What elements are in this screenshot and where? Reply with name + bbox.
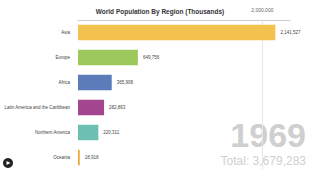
svg-text:2,000,000: 2,000,000 xyxy=(251,7,273,13)
svg-text:Oceania: Oceania xyxy=(53,155,70,160)
svg-text:World Population By Region (Th: World Population By Region (Thousands) xyxy=(96,8,224,16)
svg-text:220,311: 220,311 xyxy=(103,130,119,135)
svg-text:365,908: 365,908 xyxy=(117,80,134,85)
svg-text:1969: 1969 xyxy=(230,116,306,154)
svg-text:Africa: Africa xyxy=(58,80,70,85)
svg-text:649,756: 649,756 xyxy=(143,55,160,60)
svg-text:2,141,527: 2,141,527 xyxy=(280,30,301,35)
svg-text:Total: 3,679,283: Total: 3,679,283 xyxy=(221,154,307,168)
svg-text:Latin America and the Caribbea: Latin America and the Caribbean xyxy=(4,105,70,110)
svg-text:Northern America: Northern America xyxy=(35,130,71,135)
svg-text:282,863: 282,863 xyxy=(109,105,126,110)
svg-text:18,918: 18,918 xyxy=(85,155,99,160)
svg-text:Europe: Europe xyxy=(55,55,70,60)
svg-text:Asia: Asia xyxy=(61,30,70,35)
